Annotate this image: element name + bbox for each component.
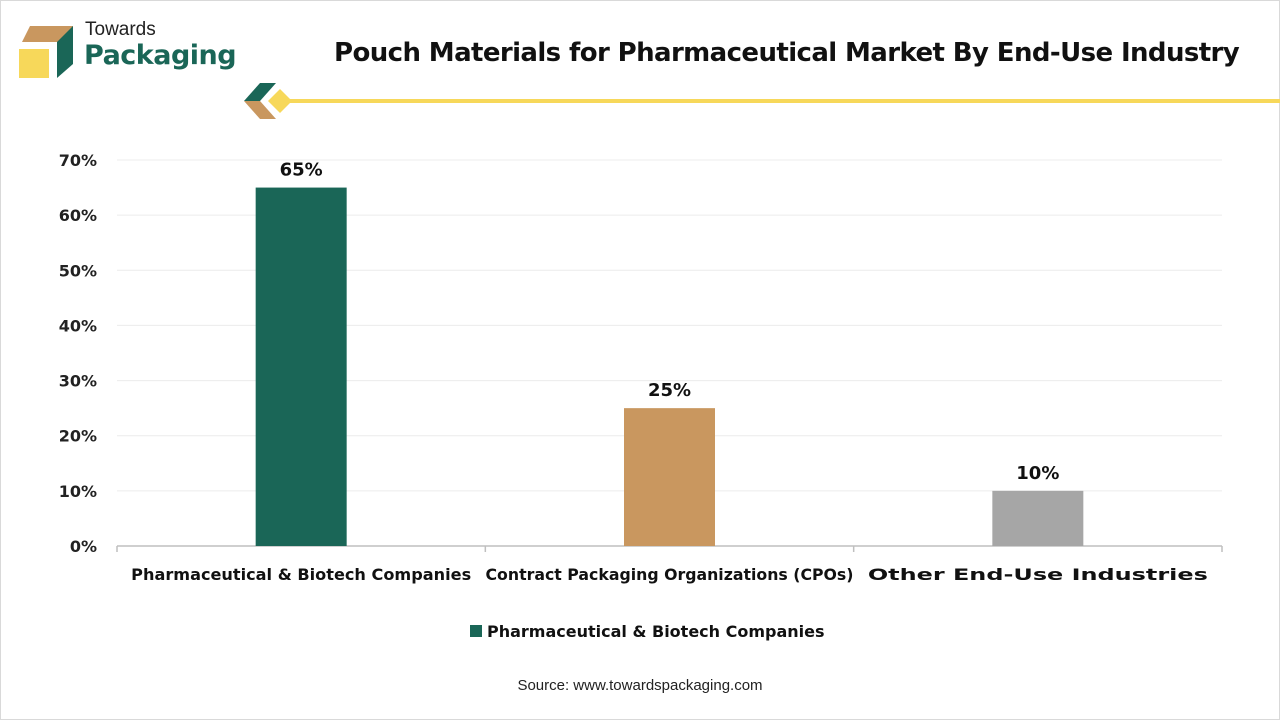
title-divider (244, 83, 1280, 119)
chart-title: Pouch Materials for Pharmaceutical Marke… (334, 38, 1240, 68)
y-tick-label: 10% (59, 482, 97, 501)
y-tick-label: 0% (70, 537, 97, 556)
x-tick-label: Other End-Use Industries (868, 565, 1208, 584)
brand-name-line1: Towards (85, 19, 156, 40)
y-tick-label: 40% (59, 316, 97, 335)
brand-name-line2: Packaging (84, 40, 237, 71)
y-tick-label: 30% (59, 372, 97, 391)
y-tick-label: 70% (59, 151, 97, 170)
y-tick-label: 50% (59, 261, 97, 280)
x-tick-label: Contract Packaging Organizations (CPOs) (486, 565, 854, 584)
y-tick-label: 20% (59, 427, 97, 446)
legend-swatch (470, 625, 482, 637)
bar (624, 408, 715, 546)
legend-label: Pharmaceutical & Biotech Companies (487, 622, 825, 641)
source-note: Source: www.towardspackaging.com (517, 677, 763, 694)
brand-logo-icon (19, 26, 73, 78)
data-label: 25% (648, 380, 691, 401)
bar (255, 187, 347, 547)
x-tick-label: Pharmaceutical & Biotech Companies (131, 565, 471, 584)
data-label: 65% (280, 160, 323, 181)
data-label: 10% (1016, 463, 1059, 484)
y-tick-label: 60% (59, 206, 97, 225)
bar (992, 490, 1084, 546)
